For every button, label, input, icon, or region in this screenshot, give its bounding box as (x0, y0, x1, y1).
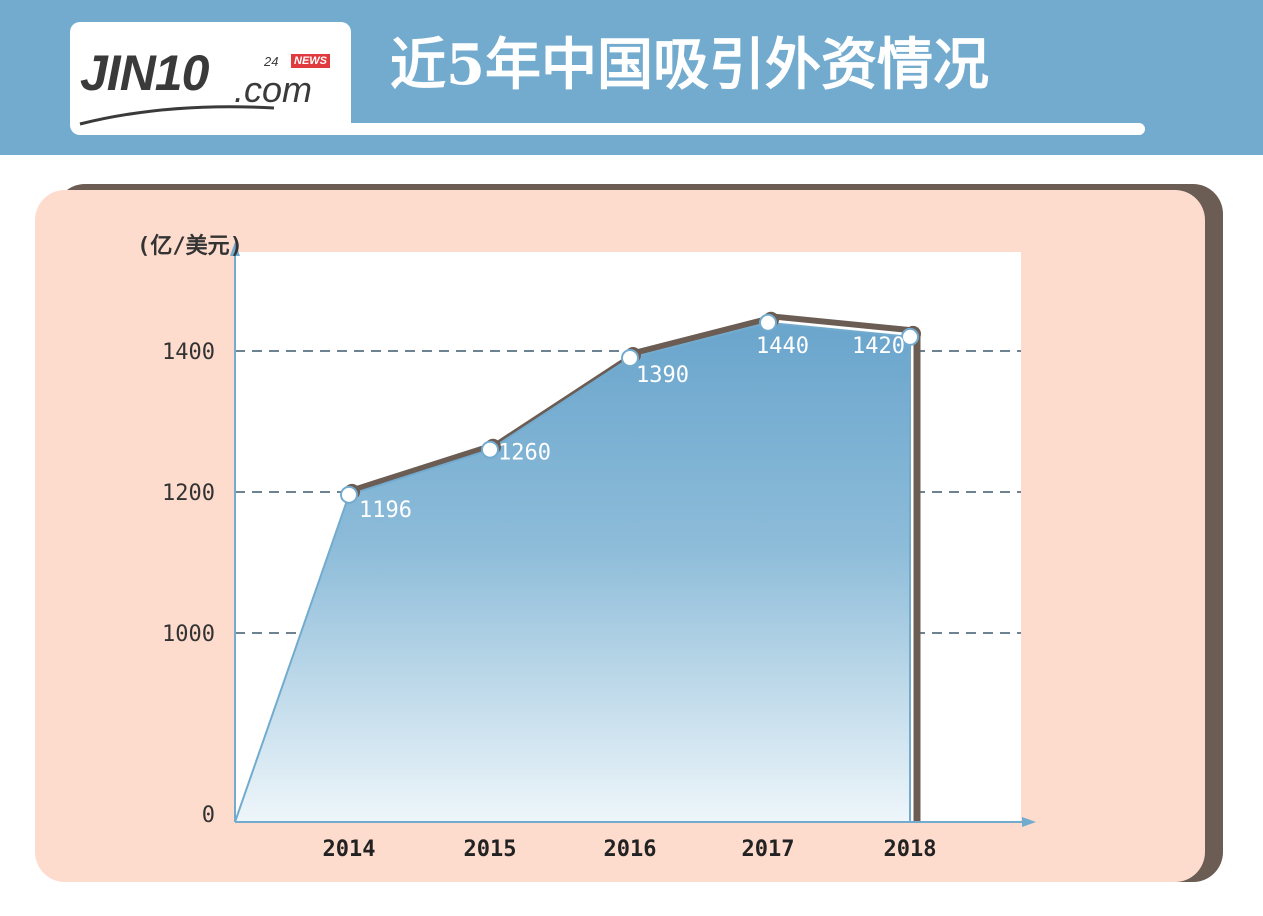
y-tick-label: 1400 (162, 340, 215, 365)
x-axis-arrow-icon (1022, 817, 1036, 827)
data-point (340, 485, 358, 504)
data-point (901, 327, 919, 346)
y-axis-unit-label: (亿/美元) (137, 233, 243, 259)
header-banner: JIN10 .com 24 NEWS 近5年中国吸引外资情况 (0, 0, 1263, 155)
x-tick-label: 2017 (742, 837, 795, 862)
title-underline (330, 123, 1145, 135)
logo-24-text: 24 (264, 54, 279, 69)
data-label: 1420 (852, 334, 905, 359)
page-title: 近5年中国吸引外资情况 (390, 32, 989, 98)
x-tick-label: 2016 (604, 837, 657, 862)
y-tick-label: 0 (202, 803, 215, 828)
x-tick-label: 2014 (323, 837, 376, 862)
data-point (481, 440, 499, 459)
x-tick-label: 2015 (464, 837, 517, 862)
logo[interactable]: JIN10 .com 24 NEWS (70, 22, 351, 135)
logo-main-text: JIN10 (80, 45, 209, 101)
y-tick-label: 1000 (162, 622, 215, 647)
data-point (621, 349, 639, 368)
logo-suffix-text: .com (234, 69, 313, 110)
area-series (235, 322, 910, 822)
x-tick-label: 2018 (884, 837, 937, 862)
data-label: 1260 (498, 441, 551, 466)
logo-news-badge: NEWS (291, 54, 330, 68)
y-axis-arrow-icon (230, 242, 240, 256)
data-point (759, 313, 777, 332)
data-label: 1440 (756, 334, 809, 359)
y-tick-label: 1200 (162, 481, 215, 506)
data-label: 1196 (359, 498, 412, 523)
data-label: 1390 (636, 363, 689, 388)
logo-swoosh-icon (79, 105, 275, 126)
